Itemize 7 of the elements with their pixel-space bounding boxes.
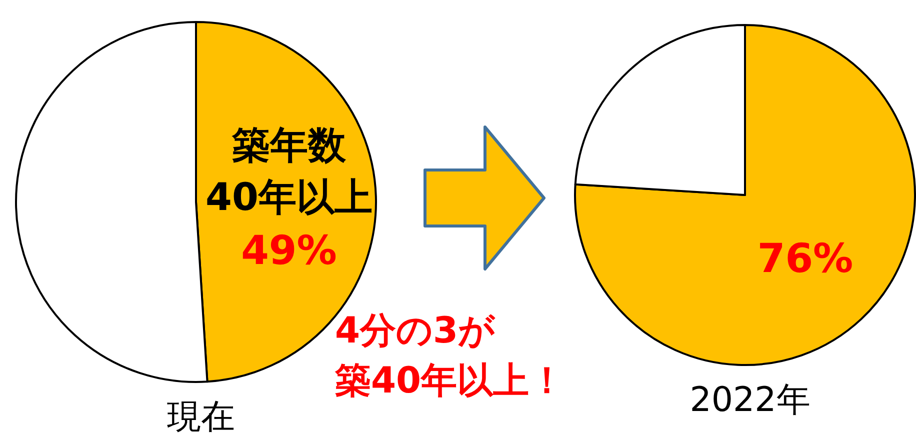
text: 現在 (167, 397, 235, 437)
data-label: 76% (757, 236, 854, 282)
text: 4分の3が (335, 310, 496, 352)
slice-label: 築年数 40年以上 (206, 123, 372, 220)
data-label: 49% (241, 228, 337, 274)
text: 築40年以上！ (334, 360, 566, 402)
text: 2022年 (690, 380, 810, 420)
